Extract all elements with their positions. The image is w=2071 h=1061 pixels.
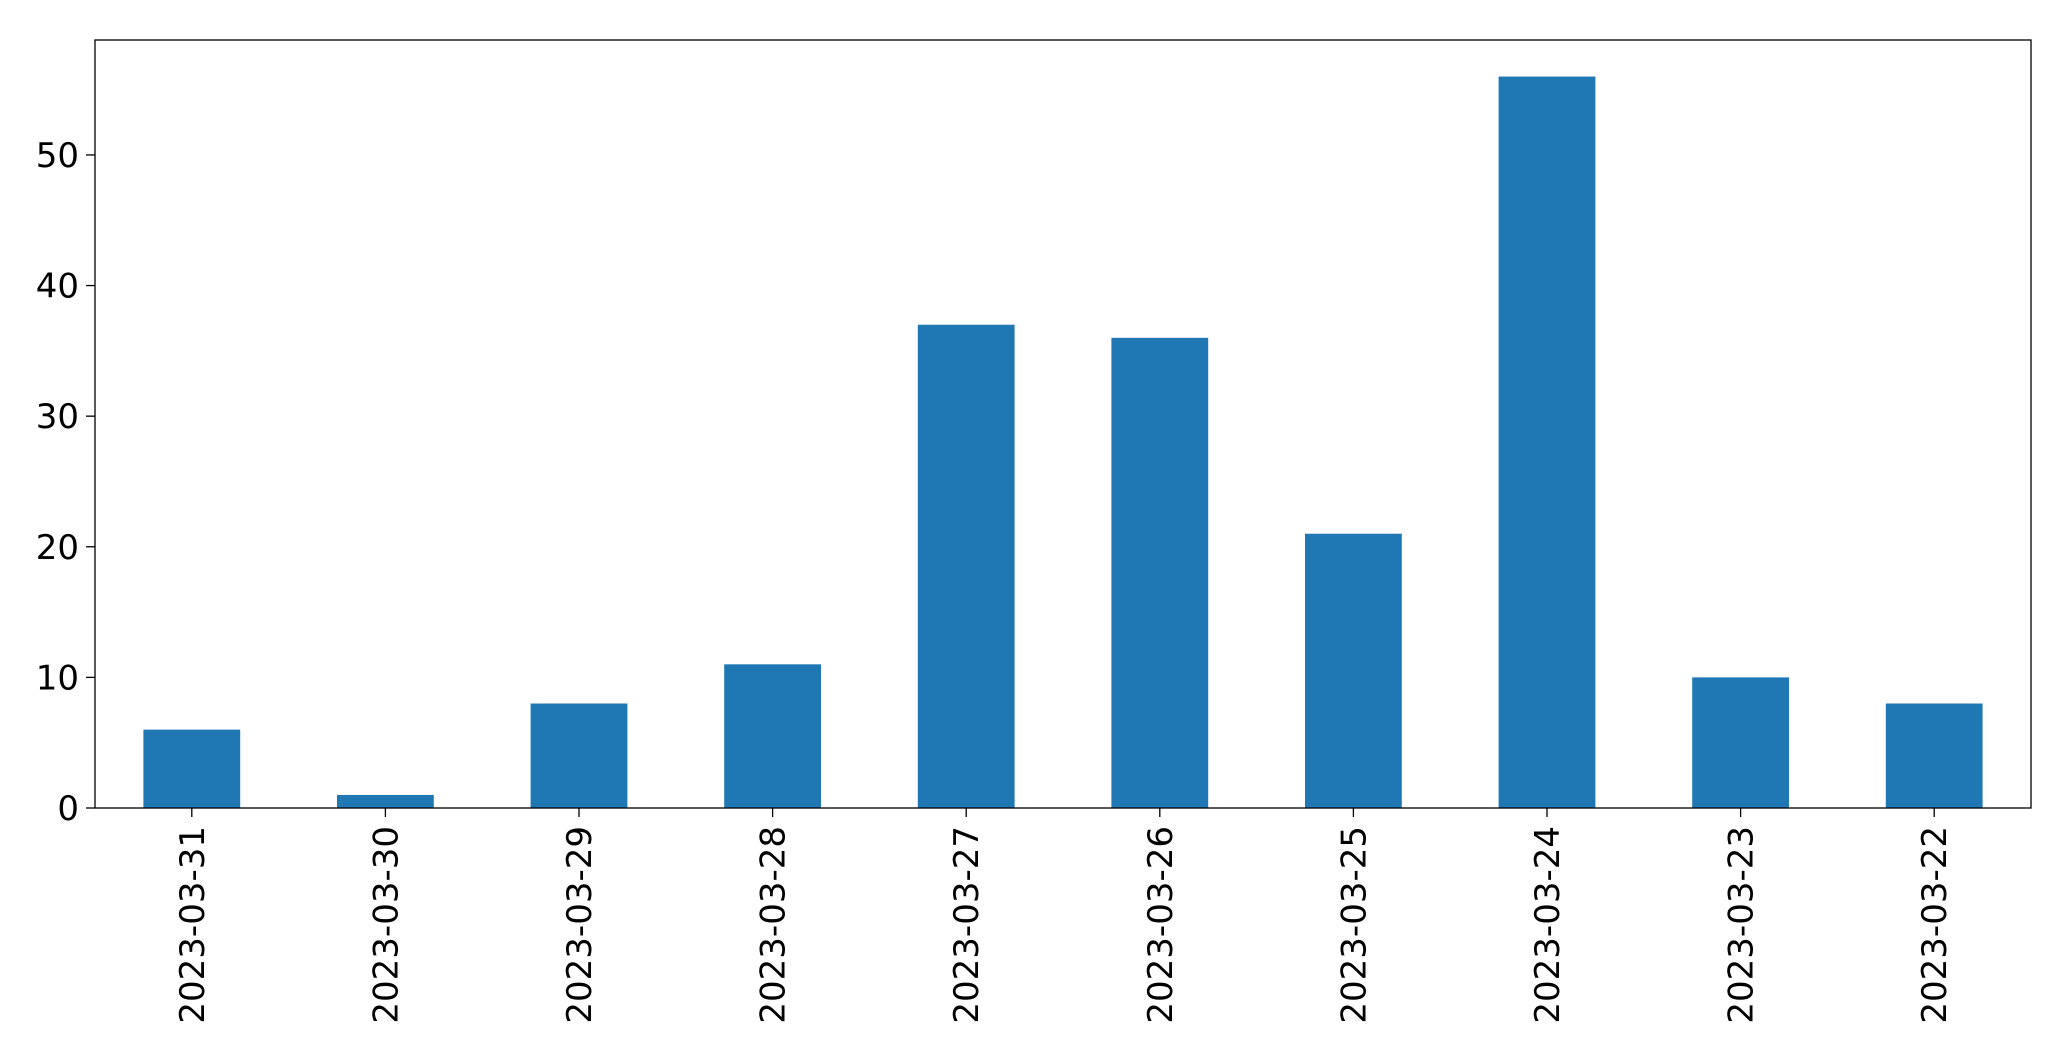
bar [1305, 533, 1402, 808]
bar [337, 794, 434, 808]
x-tick-label: 2023-03-26 [1141, 826, 1181, 1024]
x-tick-label: 2023-03-28 [754, 826, 794, 1024]
bar [143, 729, 241, 808]
bar [1692, 677, 1789, 808]
plot-frame [94, 39, 2032, 809]
x-tick-label: 2023-03-24 [1528, 826, 1568, 1024]
x-tick-label: 2023-03-25 [1334, 826, 1374, 1024]
bar [1885, 703, 1983, 808]
y-tick-label: 50 [36, 136, 79, 176]
bar [724, 664, 821, 808]
x-tick-label: 2023-03-23 [1722, 826, 1762, 1024]
bar [530, 703, 628, 808]
y-tick-label: 40 [36, 267, 79, 307]
x-tick-label: 2023-03-22 [1915, 826, 1955, 1024]
y-tick-label: 0 [57, 789, 79, 829]
x-tick-label: 2023-03-30 [366, 826, 406, 1024]
x-tick-label: 2023-03-27 [947, 826, 987, 1024]
bar [1498, 76, 1596, 809]
bar [917, 324, 1015, 808]
bar [1111, 337, 1209, 808]
y-tick-label: 30 [36, 397, 79, 437]
x-tick-label: 2023-03-29 [560, 826, 600, 1024]
y-tick-label: 10 [36, 658, 79, 698]
x-tick-label: 2023-03-31 [173, 826, 213, 1024]
y-tick-label: 20 [36, 528, 79, 568]
